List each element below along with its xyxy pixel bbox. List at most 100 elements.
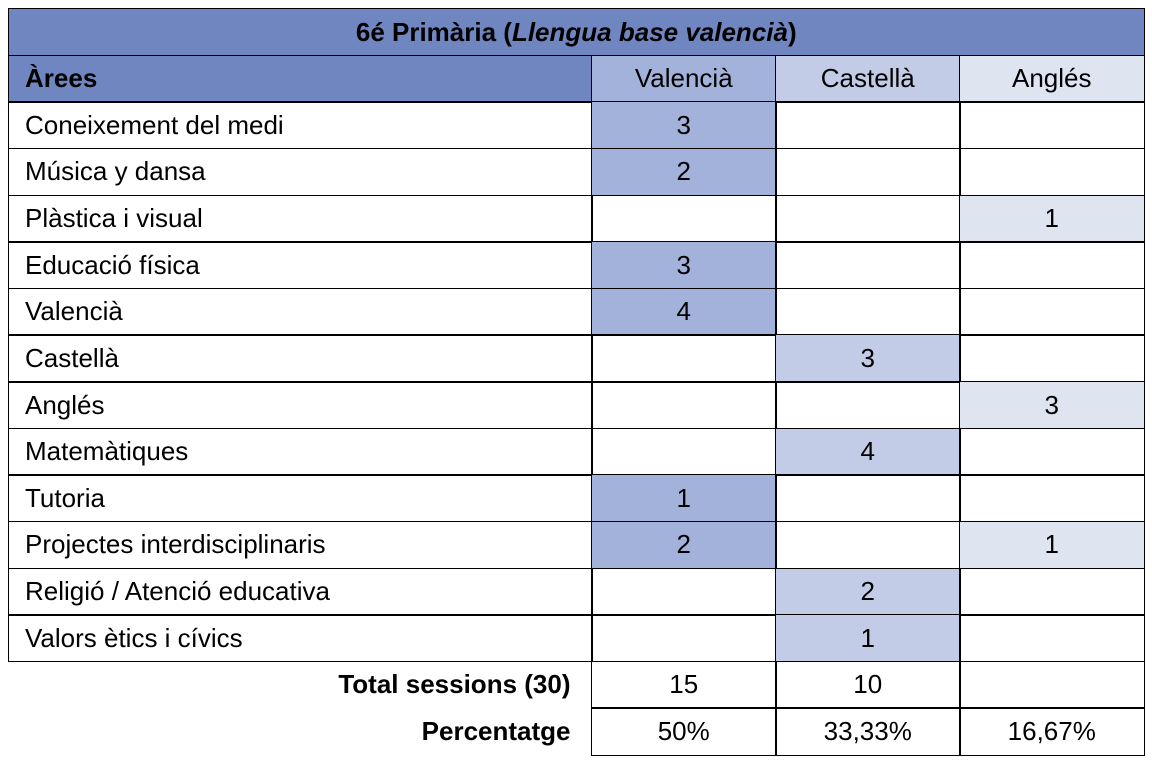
row-label-text: Plàstica i visual bbox=[25, 203, 203, 234]
row-value bbox=[959, 241, 1145, 290]
row-value-text: 4 bbox=[860, 436, 875, 467]
row-value: 2 bbox=[775, 567, 961, 616]
header-cell-text: Castellà bbox=[820, 63, 915, 94]
row-label: Valors ètics i cívics bbox=[8, 614, 593, 663]
total-value: 10 bbox=[775, 660, 961, 709]
row-label: Tutoria bbox=[8, 474, 593, 523]
header-cell: Valencià bbox=[591, 54, 777, 103]
row-value bbox=[775, 101, 961, 150]
row-label: Castellà bbox=[8, 334, 593, 383]
title-part: Llengua base valencià bbox=[511, 16, 788, 47]
row-value-text: 2 bbox=[676, 156, 691, 187]
row-label: Educació física bbox=[8, 241, 593, 290]
row-value bbox=[775, 241, 961, 290]
total-value: 16,67% bbox=[959, 707, 1145, 756]
row-value-text: 2 bbox=[860, 576, 875, 607]
row-value bbox=[959, 567, 1145, 616]
row-label-text: Projectes interdisciplinaris bbox=[25, 529, 326, 560]
row-label: Religió / Atenció educativa bbox=[8, 567, 593, 616]
title-part: 6é Primària ( bbox=[355, 16, 512, 47]
row-label-text: Religió / Atenció educativa bbox=[25, 576, 330, 607]
row-value bbox=[959, 147, 1145, 196]
row-value: 1 bbox=[959, 194, 1145, 243]
row-value bbox=[591, 427, 777, 476]
header-cell: Àrees bbox=[8, 54, 593, 103]
row-value bbox=[591, 334, 777, 383]
row-value: 1 bbox=[775, 614, 961, 663]
row-label-text: Valors ètics i cívics bbox=[25, 622, 243, 653]
row-value: 4 bbox=[591, 287, 777, 336]
row-label: Coneixement del medi bbox=[8, 101, 593, 150]
row-value-text: 3 bbox=[860, 342, 875, 373]
total-label-text: Percentatge bbox=[421, 715, 571, 746]
row-value bbox=[959, 101, 1145, 150]
total-value-text: 10 bbox=[853, 669, 883, 700]
row-value bbox=[959, 287, 1145, 336]
row-value-text: 1 bbox=[1044, 203, 1059, 234]
row-value-text: 3 bbox=[676, 249, 691, 280]
row-value bbox=[959, 474, 1145, 523]
row-label-text: Educació física bbox=[25, 249, 200, 280]
row-label-text: Valencià bbox=[25, 296, 123, 327]
total-label: Total sessions (30) bbox=[8, 661, 593, 709]
row-value-text: 1 bbox=[860, 622, 875, 653]
row-value bbox=[775, 520, 961, 569]
row-label-text: Coneixement del medi bbox=[25, 109, 284, 140]
row-label: Valencià bbox=[8, 287, 593, 336]
row-value bbox=[775, 287, 961, 336]
row-value bbox=[775, 474, 961, 523]
row-label-text: Castellà bbox=[25, 342, 119, 373]
total-value: 50% bbox=[591, 707, 777, 756]
row-value-text: 1 bbox=[1044, 529, 1059, 560]
row-value: 3 bbox=[591, 101, 777, 150]
row-value: 3 bbox=[959, 381, 1145, 430]
total-label-text: Total sessions (30) bbox=[338, 669, 571, 700]
row-value bbox=[591, 614, 777, 663]
row-value bbox=[775, 194, 961, 243]
row-label: Plàstica i visual bbox=[8, 194, 593, 243]
title-part: ) bbox=[787, 16, 797, 47]
table-title: 6é Primària (Llengua base valencià) bbox=[8, 8, 1145, 57]
row-label: Projectes interdisciplinaris bbox=[8, 520, 593, 569]
total-value: 15 bbox=[591, 660, 777, 709]
total-value-text: 15 bbox=[669, 669, 699, 700]
row-value-text: 2 bbox=[676, 529, 691, 560]
row-value-text: 3 bbox=[1044, 389, 1059, 420]
row-value bbox=[591, 194, 777, 243]
total-label: Percentatge bbox=[8, 707, 593, 755]
row-value bbox=[959, 614, 1145, 663]
row-value bbox=[959, 334, 1145, 383]
total-value-text: 16,67% bbox=[1007, 715, 1096, 746]
row-label: Anglés bbox=[8, 381, 593, 430]
row-label: Música y dansa bbox=[8, 147, 593, 196]
total-value bbox=[959, 660, 1145, 709]
total-value-text: 33,33% bbox=[823, 715, 912, 746]
header-cell: Castellà bbox=[775, 54, 961, 103]
row-label-text: Anglés bbox=[25, 389, 105, 420]
row-value: 4 bbox=[775, 427, 961, 476]
header-cell-text: Valencià bbox=[634, 63, 733, 94]
row-value bbox=[775, 381, 961, 430]
row-value bbox=[591, 567, 777, 616]
row-value: 1 bbox=[959, 520, 1145, 569]
header-cell-text: Anglés bbox=[1012, 63, 1092, 94]
row-label-text: Música y dansa bbox=[25, 156, 206, 187]
row-value-text: 3 bbox=[676, 109, 691, 140]
row-value bbox=[591, 381, 777, 430]
row-value: 1 bbox=[591, 474, 777, 523]
row-value: 2 bbox=[591, 520, 777, 569]
header-cell: Anglés bbox=[959, 54, 1145, 103]
row-label: Matemàtiques bbox=[8, 427, 593, 476]
total-value: 33,33% bbox=[775, 707, 961, 756]
row-value bbox=[959, 427, 1145, 476]
row-value: 2 bbox=[591, 147, 777, 196]
row-value-text: 4 bbox=[676, 296, 691, 327]
row-value bbox=[775, 147, 961, 196]
header-cell-text: Àrees bbox=[25, 63, 98, 94]
row-label-text: Tutoria bbox=[25, 482, 105, 513]
row-value: 3 bbox=[775, 334, 961, 383]
row-value: 3 bbox=[591, 241, 777, 290]
total-value-text: 50% bbox=[657, 715, 710, 746]
row-label-text: Matemàtiques bbox=[25, 436, 189, 467]
